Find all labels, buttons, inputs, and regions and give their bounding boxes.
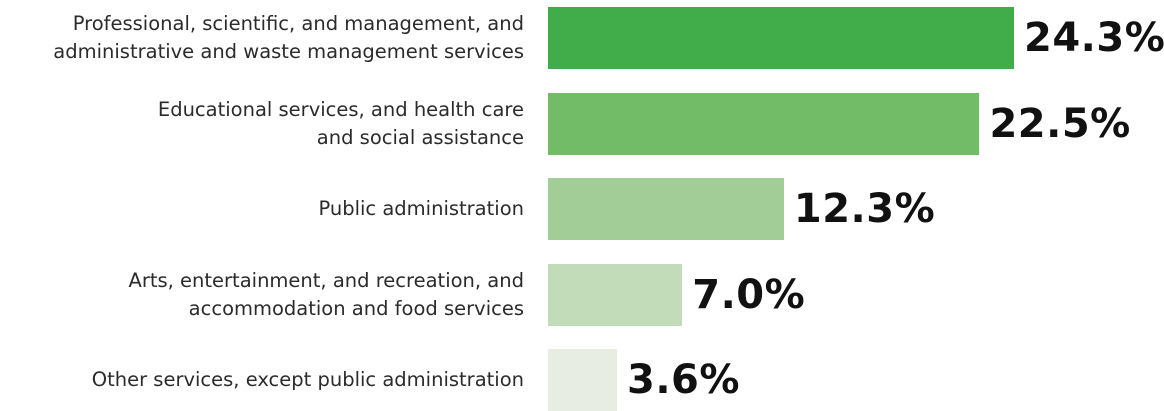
bar-chart: Professional, scientific, and management… [0, 7, 1164, 411]
category-label-line: accommodation and food services [188, 296, 524, 320]
value-label: 3.6% [627, 357, 740, 403]
bar [548, 92, 980, 155]
bar [548, 263, 683, 326]
bar [548, 178, 784, 240]
category-label: Arts, entertainment, and recreation, and… [0, 264, 524, 326]
category-label-line: Public administration [318, 197, 524, 220]
bar [548, 349, 618, 411]
category-label: Educational services, and health care and… [0, 93, 524, 155]
category-label-line: Professional, scientific, and management… [72, 12, 524, 35]
category-label: Other services, except public administra… [0, 349, 524, 411]
category-label-line: Educational services, and health care [157, 97, 524, 121]
value-label: 24.3% [1024, 15, 1164, 61]
bar [548, 7, 1014, 69]
category-label-line: and social assistance [316, 125, 524, 149]
category-label: Public administration [0, 178, 524, 240]
value-label: 7.0% [692, 271, 806, 318]
value-label: 12.3% [793, 186, 936, 232]
category-label-line: administrative and waste management serv… [53, 40, 524, 63]
value-label: 22.5% [989, 100, 1131, 147]
category-label-line: Other services, except public administra… [91, 368, 524, 391]
category-label-line: Arts, entertainment, and recreation, and [128, 268, 524, 292]
category-label: Professional, scientific, and management… [0, 7, 524, 69]
